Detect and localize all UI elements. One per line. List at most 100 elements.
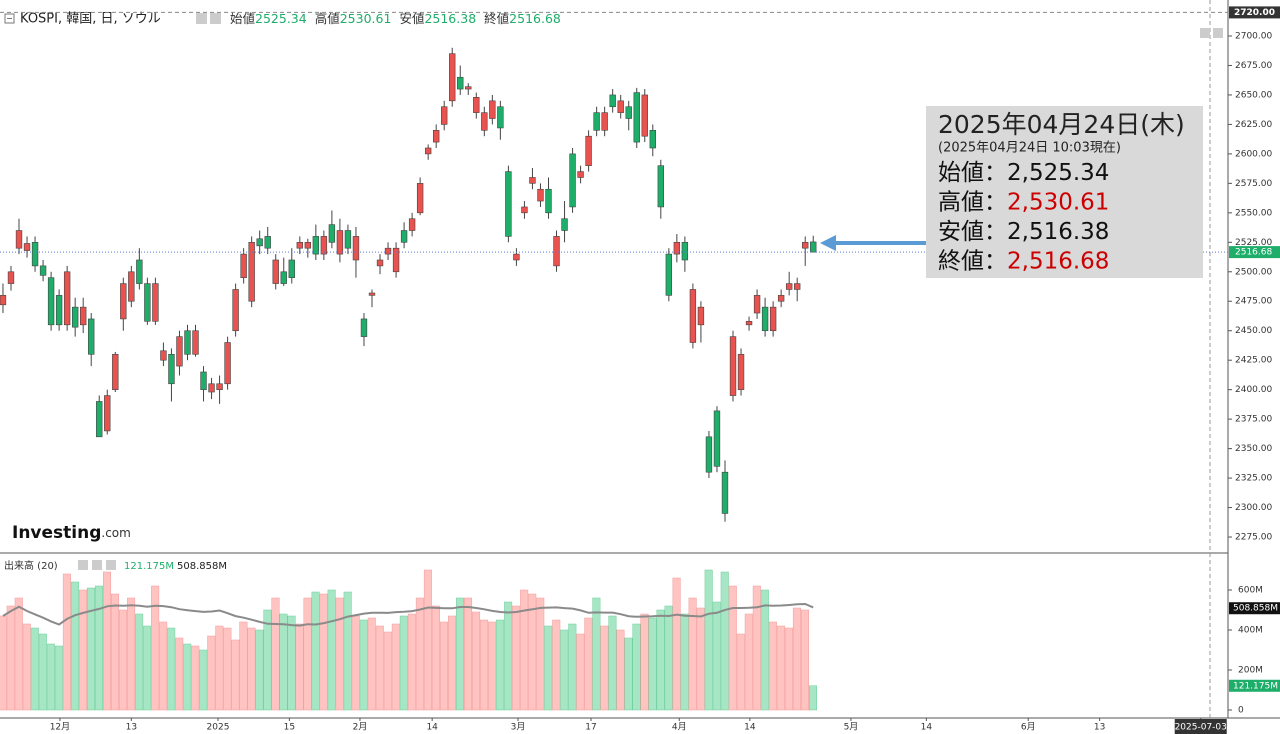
volume-tick-label: 200M bbox=[1238, 666, 1263, 676]
candle-body bbox=[408, 218, 416, 231]
volume-bar bbox=[680, 613, 689, 711]
candle-body bbox=[681, 242, 689, 261]
candle-body bbox=[465, 86, 472, 90]
volume-bar bbox=[632, 623, 641, 711]
volume-bar bbox=[648, 617, 657, 711]
candle-body bbox=[521, 206, 528, 214]
volume-bar bbox=[752, 585, 761, 711]
candle-body bbox=[457, 76, 464, 90]
volume-bar bbox=[520, 589, 529, 711]
volume-bar bbox=[151, 585, 160, 711]
candle-body bbox=[641, 94, 648, 137]
candle-body bbox=[224, 342, 231, 385]
volume-bar bbox=[231, 639, 240, 711]
volume-bar bbox=[512, 605, 521, 711]
volume-bar bbox=[712, 601, 721, 711]
logo-suffix: .com bbox=[101, 526, 130, 540]
y-tick-label: 2300.00 bbox=[1235, 503, 1272, 513]
volume-bar bbox=[78, 589, 87, 711]
y-tick-label: 2500.00 bbox=[1235, 267, 1272, 277]
candle-body bbox=[593, 112, 600, 131]
candle-body bbox=[368, 292, 376, 296]
candle-body bbox=[802, 242, 809, 249]
volume-bar bbox=[135, 613, 144, 711]
volume-bar bbox=[295, 623, 304, 711]
top-level-box bbox=[1229, 6, 1280, 19]
candle-body bbox=[336, 230, 344, 255]
x-tick-label: 14 bbox=[426, 723, 438, 733]
candle-body bbox=[617, 100, 624, 113]
volume-bar bbox=[464, 597, 473, 711]
candle-body bbox=[713, 410, 721, 467]
info-date: 2025年04月24日(木) bbox=[938, 110, 1185, 139]
y-tick-label: 2575.00 bbox=[1235, 179, 1272, 189]
candle-body bbox=[39, 265, 47, 276]
candle-body bbox=[577, 171, 584, 178]
volume-bar bbox=[560, 629, 569, 711]
volume-icon[interactable] bbox=[92, 560, 102, 570]
candle-body bbox=[200, 371, 207, 390]
candle-body bbox=[320, 236, 328, 255]
volume-ma-label: 508.858M bbox=[1233, 604, 1278, 614]
candle-body bbox=[31, 242, 39, 267]
volume-bar bbox=[584, 617, 593, 711]
candle-body bbox=[545, 188, 552, 214]
volume-bar bbox=[439, 621, 448, 711]
volume-bar bbox=[175, 637, 184, 711]
volume-tick-label: 600M bbox=[1238, 586, 1263, 596]
info-value: 2,530.61 bbox=[1007, 189, 1109, 215]
pane-icon[interactable] bbox=[1200, 28, 1210, 38]
volume-bar bbox=[287, 615, 296, 711]
volume-bar bbox=[736, 633, 745, 711]
y-tick-label: 2400.00 bbox=[1235, 385, 1272, 395]
y-tick-label: 2525.00 bbox=[1235, 238, 1272, 248]
volume-bar bbox=[86, 587, 95, 711]
candle-body bbox=[128, 271, 135, 302]
header-label: 安値 bbox=[399, 11, 424, 26]
volume-bar bbox=[391, 623, 400, 711]
volume-bar bbox=[744, 613, 753, 711]
y-tick-label: 2675.00 bbox=[1235, 61, 1272, 71]
volume-icon[interactable] bbox=[106, 560, 116, 570]
volume-tick-label: 400M bbox=[1238, 626, 1263, 636]
x-tick-label: 17 bbox=[585, 723, 596, 733]
candle-body bbox=[785, 283, 793, 290]
info-row: 終値：2,516.68 bbox=[938, 248, 1109, 274]
info-label: 終値： bbox=[938, 248, 1007, 274]
volume-bar bbox=[343, 591, 352, 711]
candle-body bbox=[0, 295, 7, 306]
volume-bar bbox=[14, 597, 23, 711]
last-price-label: 2516.68 bbox=[1235, 248, 1272, 258]
volume-bar bbox=[223, 627, 232, 711]
settings-icon[interactable] bbox=[210, 13, 221, 24]
candle-body bbox=[280, 271, 287, 284]
volume-bar bbox=[616, 629, 625, 711]
candle-body bbox=[23, 243, 31, 251]
pane-icon[interactable] bbox=[1213, 28, 1223, 38]
volume-bar bbox=[119, 609, 128, 711]
collapse-icon[interactable] bbox=[4, 13, 15, 24]
candle-body bbox=[489, 100, 496, 119]
candle-body bbox=[63, 271, 71, 326]
candle-body bbox=[794, 283, 801, 290]
volume-bar bbox=[576, 633, 585, 711]
volume-icon[interactable] bbox=[78, 560, 88, 570]
volume-bar bbox=[271, 597, 280, 711]
candle-body bbox=[160, 350, 167, 361]
header-label: 始値 bbox=[230, 11, 255, 26]
volume-bar bbox=[399, 615, 408, 711]
candle-body bbox=[248, 242, 255, 302]
candle-body bbox=[729, 336, 737, 396]
candle-body bbox=[240, 253, 247, 278]
volume-last-label: 121.175M bbox=[1233, 681, 1278, 691]
info-asof: (2025年04月24日 10:03現在) bbox=[938, 141, 1121, 156]
volume-bar bbox=[319, 593, 328, 711]
volume-bar bbox=[303, 597, 312, 711]
candle-body bbox=[208, 383, 215, 393]
top-level-label: 2720.00 bbox=[1234, 8, 1275, 18]
settings-icon[interactable] bbox=[196, 13, 207, 24]
info-row: 安値：2,516.38 bbox=[938, 219, 1109, 245]
volume-bar bbox=[46, 643, 55, 711]
y-tick-label: 2450.00 bbox=[1235, 326, 1272, 336]
volume-bar bbox=[704, 569, 713, 711]
